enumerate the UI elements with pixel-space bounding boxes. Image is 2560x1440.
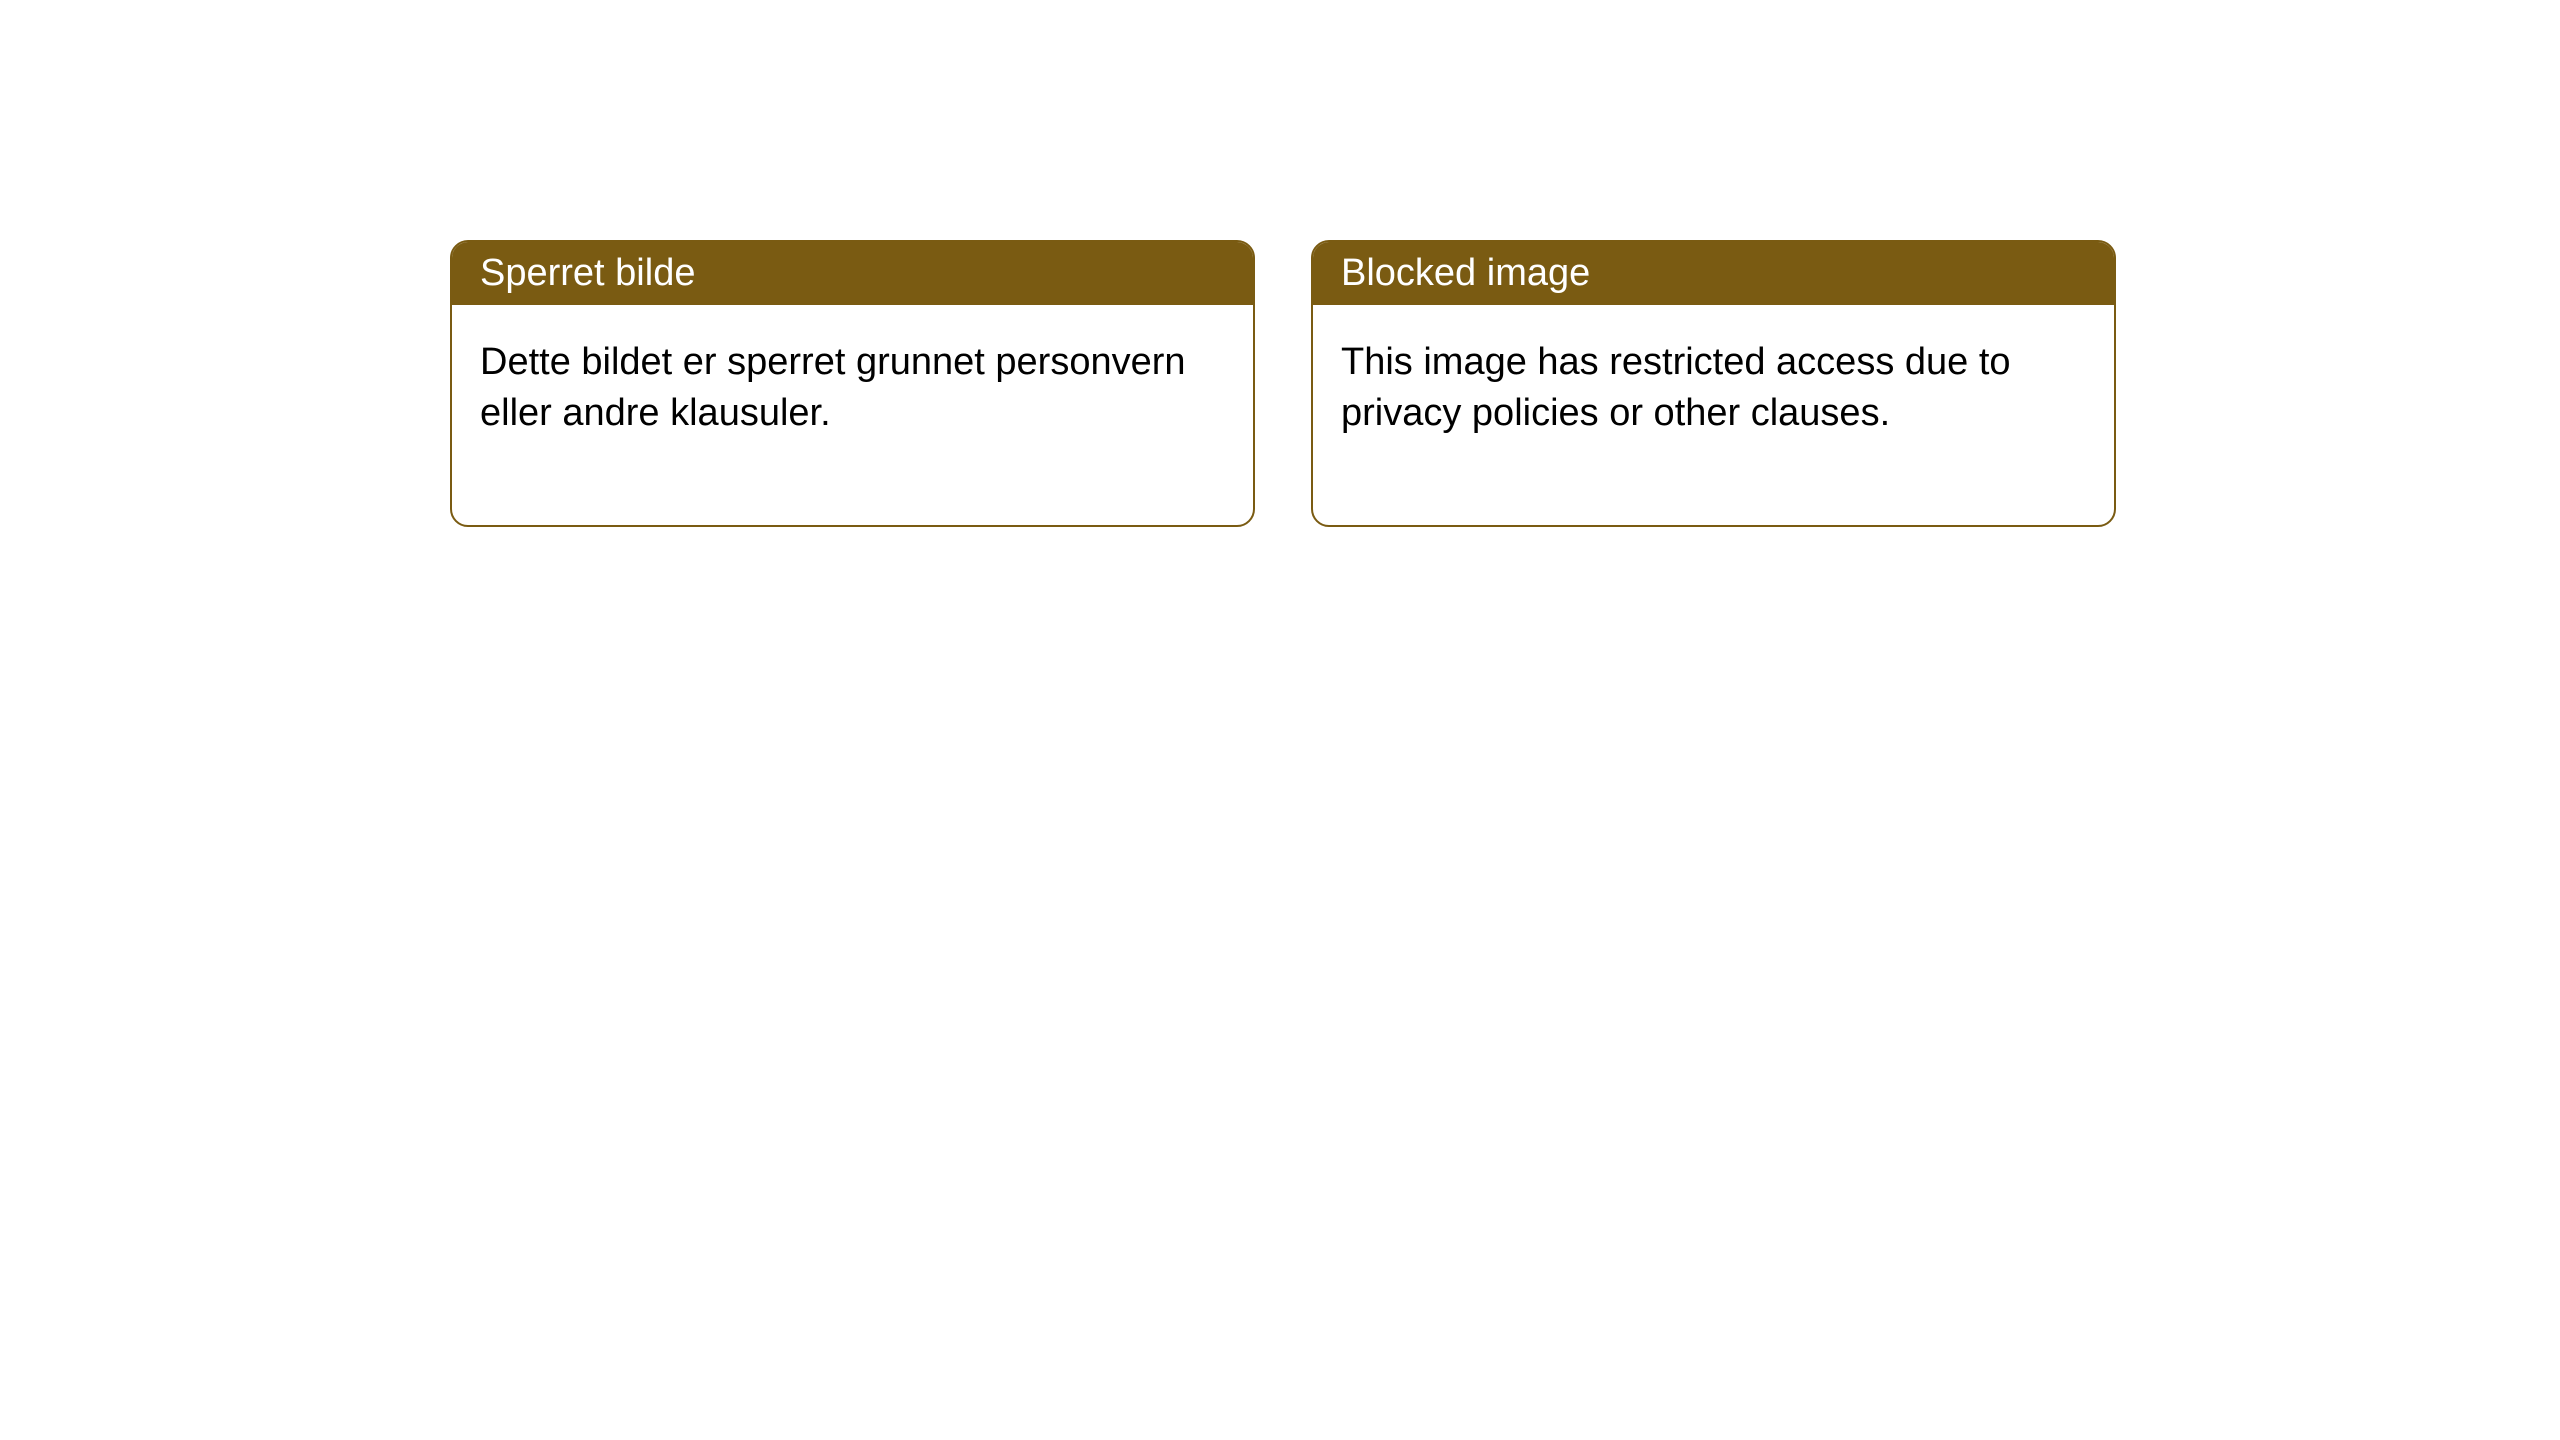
notice-card-title: Blocked image [1313,242,2114,305]
notice-card-norwegian: Sperret bilde Dette bildet er sperret gr… [450,240,1255,527]
notice-card-body: Dette bildet er sperret grunnet personve… [452,305,1253,525]
notice-card-body: This image has restricted access due to … [1313,305,2114,525]
notice-card-english: Blocked image This image has restricted … [1311,240,2116,527]
notice-container: Sperret bilde Dette bildet er sperret gr… [0,0,2560,527]
notice-card-title: Sperret bilde [452,242,1253,305]
